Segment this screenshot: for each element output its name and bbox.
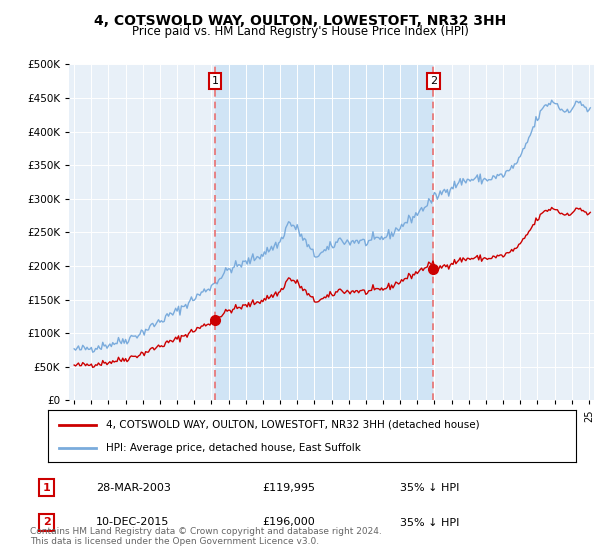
Text: 4, COTSWOLD WAY, OULTON, LOWESTOFT, NR32 3HH: 4, COTSWOLD WAY, OULTON, LOWESTOFT, NR32… (94, 14, 506, 28)
Text: £196,000: £196,000 (262, 517, 314, 528)
Text: 1: 1 (212, 76, 218, 86)
Text: 10-DEC-2015: 10-DEC-2015 (96, 517, 170, 528)
Text: 2: 2 (43, 517, 50, 528)
Text: 2: 2 (430, 76, 437, 86)
Text: 35% ↓ HPI: 35% ↓ HPI (400, 517, 459, 528)
Text: 4, COTSWOLD WAY, OULTON, LOWESTOFT, NR32 3HH (detached house): 4, COTSWOLD WAY, OULTON, LOWESTOFT, NR32… (106, 420, 480, 430)
Text: 1: 1 (43, 483, 50, 493)
Text: 35% ↓ HPI: 35% ↓ HPI (400, 483, 459, 493)
Text: Contains HM Land Registry data © Crown copyright and database right 2024.
This d: Contains HM Land Registry data © Crown c… (30, 526, 382, 546)
Text: HPI: Average price, detached house, East Suffolk: HPI: Average price, detached house, East… (106, 442, 361, 452)
Text: Price paid vs. HM Land Registry's House Price Index (HPI): Price paid vs. HM Land Registry's House … (131, 25, 469, 38)
Text: 28-MAR-2003: 28-MAR-2003 (96, 483, 171, 493)
Text: £119,995: £119,995 (262, 483, 315, 493)
Bar (215, 64, 433, 400)
